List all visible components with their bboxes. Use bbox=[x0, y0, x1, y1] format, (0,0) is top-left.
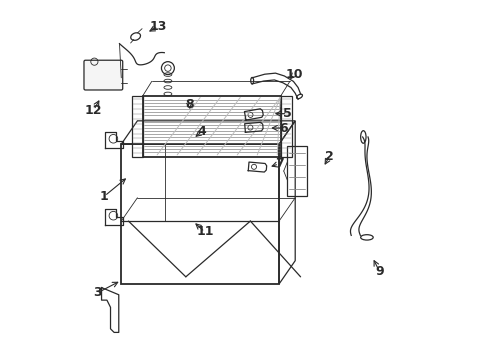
Text: 8: 8 bbox=[185, 98, 194, 111]
Text: 4: 4 bbox=[197, 125, 206, 138]
Text: 5: 5 bbox=[283, 107, 292, 120]
Text: 3: 3 bbox=[93, 287, 101, 300]
Text: 2: 2 bbox=[325, 150, 334, 163]
FancyBboxPatch shape bbox=[84, 60, 122, 90]
Text: 13: 13 bbox=[149, 20, 167, 33]
Text: 1: 1 bbox=[100, 190, 109, 203]
Text: 10: 10 bbox=[286, 68, 303, 81]
Text: 12: 12 bbox=[85, 104, 102, 117]
Text: 9: 9 bbox=[375, 265, 384, 278]
Text: 7: 7 bbox=[275, 157, 283, 170]
Text: 11: 11 bbox=[196, 225, 214, 238]
Text: 6: 6 bbox=[279, 122, 288, 135]
